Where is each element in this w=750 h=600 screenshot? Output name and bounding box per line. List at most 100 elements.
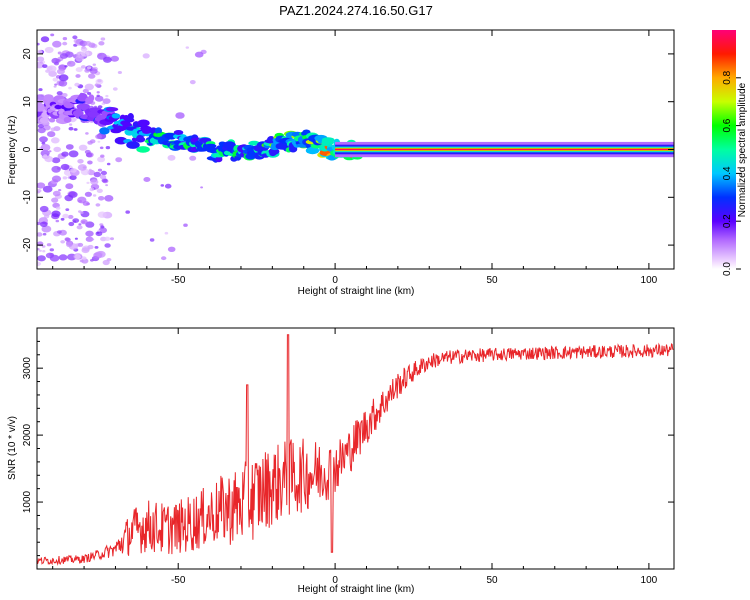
spectrogram-cell (97, 232, 100, 234)
spectrogram-cell (80, 260, 84, 263)
spectrogram-cell (165, 232, 169, 235)
spectrogram-cell (74, 128, 78, 131)
spectrogram-cell (105, 184, 108, 186)
spectrogram-cell (93, 63, 96, 65)
spectrogram-cell (75, 55, 84, 61)
spectrogram-cell (52, 176, 61, 183)
snr-x-ticks: -50 0 50 100 (53, 328, 658, 586)
spectrogram-cell (93, 194, 96, 196)
snr-series-line (37, 335, 673, 564)
spectrogram-cell (200, 186, 203, 188)
spectrogram-cell (78, 164, 87, 171)
spectrogram-cell (75, 74, 80, 78)
spectrogram-cell (98, 212, 107, 218)
spectrogram-cell (90, 179, 98, 185)
spectrogram-cell (37, 50, 43, 54)
colorbar-tick-label: 0.0 (722, 262, 733, 276)
spectrogram-cell (190, 80, 196, 84)
spectrogram-cell (87, 66, 91, 69)
spectrogram-x-axis-label: Height of straight line (km) (298, 286, 415, 297)
spectrogram-cell (68, 87, 72, 90)
spectrogram-cell (85, 84, 94, 91)
spectrogram-cell (66, 243, 72, 248)
spectrogram-cell (85, 41, 92, 46)
spectrogram-cell (100, 155, 104, 158)
spectrogram-cell (51, 137, 60, 143)
spectrogram-carrier-band (335, 149, 674, 150)
spectrogram-cell (39, 136, 48, 142)
spectrogram-cell (42, 250, 45, 252)
spectrogram-cell (52, 41, 61, 48)
spectrogram-cell (98, 196, 104, 201)
spectrogram-cell (53, 147, 61, 152)
spectrogram-cell (90, 188, 95, 192)
spectrogram-cell (43, 233, 47, 236)
spectrogram-cell (56, 220, 60, 223)
spectrogram-cell (41, 36, 49, 42)
colorbar-tick-label: 0.6 (722, 118, 733, 132)
spectrogram-cell (195, 52, 204, 58)
spectrogram-cell (69, 127, 74, 131)
spectrogram-cell (86, 182, 89, 184)
spectrogram-cell (64, 195, 73, 201)
spectrogram-cell (143, 177, 150, 182)
spectrogram-cell (183, 224, 188, 227)
spectrogram-cell (45, 47, 54, 53)
spectrogram-cell (37, 182, 46, 188)
spectrogram-cell (94, 172, 101, 177)
spectrogram-cell (98, 141, 101, 143)
spectrogram-cell (58, 189, 61, 191)
spectrogram-cell (175, 112, 184, 119)
spectrogram-panel: -50 0 50 100 -20 -10 0 10 20 Height of straight… (7, 30, 674, 297)
spectrogram-marks (29, 34, 674, 266)
spectrogram-cell (97, 91, 100, 93)
spectrogram-cell (103, 57, 112, 63)
spectrogram-cell (125, 210, 130, 213)
spectrogram-cell (101, 171, 107, 175)
colorbar: 0.00.20.40.60.8 Normalized spectral ampl… (712, 30, 748, 276)
spectrogram-cell (110, 237, 114, 240)
spectrogram-cell (97, 189, 103, 193)
x-tick-label: 0 (332, 275, 338, 286)
spectrogram-cell (138, 120, 150, 127)
spectrogram-cell (78, 223, 81, 225)
spectrogram-y-axis-label: Frequency (Hz) (7, 116, 18, 185)
spectrogram-cell (97, 95, 100, 97)
spectrogram-cell (168, 155, 176, 161)
spectrogram-cell (65, 238, 71, 242)
spectrogram-cell (59, 74, 69, 81)
spectrogram-cell (98, 41, 104, 45)
spectrogram-cell (90, 259, 94, 262)
spectrogram-cell (75, 238, 78, 240)
spectrogram-cell (60, 53, 68, 59)
spectrogram-cell (51, 166, 60, 173)
spectrogram-cell (47, 65, 57, 72)
spectrogram-cell (84, 69, 90, 73)
spectrogram-cell (118, 71, 122, 74)
spectrogram-cell (51, 211, 60, 218)
spectrogram-cell (60, 240, 65, 243)
spectrogram-cell (65, 183, 73, 189)
figure-title: PAZ1.2024.274.16.50.G17 (279, 3, 433, 18)
spectrogram-cell (150, 238, 155, 241)
spectrogram-cell (96, 79, 104, 85)
spectrogram-cell (68, 222, 74, 226)
spectrogram-cell (57, 91, 63, 95)
spectrogram-cell (70, 168, 77, 173)
spectrogram-cell (54, 62, 59, 66)
spectrogram-cell (95, 134, 102, 139)
y-tick-label: -10 (22, 190, 33, 205)
spectrogram-cell (96, 203, 101, 206)
spectrogram-cell (215, 157, 222, 162)
spectrogram-cell (143, 53, 150, 58)
spectrogram-cell (174, 130, 184, 135)
spectrogram-cell (42, 64, 47, 68)
spectrogram-cell (85, 231, 93, 237)
spectrogram-cell (50, 34, 54, 37)
spectrogram-cell (104, 195, 113, 202)
spectrogram-cell (44, 156, 53, 162)
spectrogram-cell (51, 127, 56, 131)
spectrogram-cell (57, 69, 65, 75)
spectrogram-cell (115, 157, 122, 162)
figure: PAZ1.2024.274.16.50.G17 -50 0 50 100 -20-10… (0, 0, 750, 600)
